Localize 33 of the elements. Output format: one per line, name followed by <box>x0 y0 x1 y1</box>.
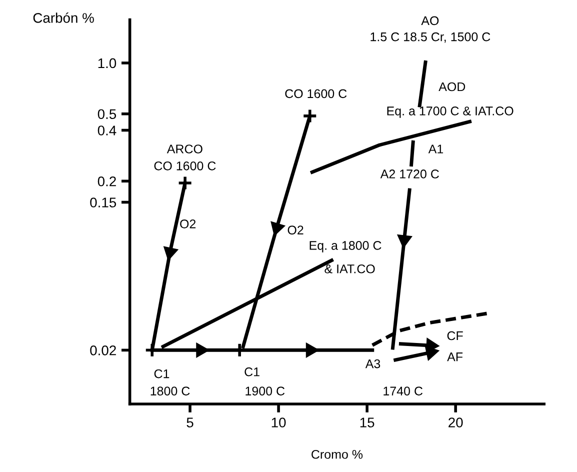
annotation: C1 <box>244 367 260 376</box>
annotation: 1900 C <box>246 386 285 396</box>
y-tick-label: 1.0 <box>98 58 116 68</box>
annotation: A2 1720 C <box>380 170 439 178</box>
annotation: AF <box>447 352 463 362</box>
annotation: 1.5 C 18.5 Cr, 1500 C <box>370 32 490 43</box>
y-tick-label: 0.4 <box>98 126 116 136</box>
annotation: Eq. a 1800 C <box>310 241 382 252</box>
annotation: Eq. a 1700 C & IAT.CO <box>387 106 514 118</box>
annotation: AOD <box>438 82 466 92</box>
annotation: CO 1600 C <box>154 161 216 170</box>
annotation: AO <box>421 16 439 26</box>
x-tick-label: 20 <box>448 418 463 428</box>
x-tick-label: 5 <box>186 418 194 428</box>
annotation: CO 1600 C <box>285 89 347 98</box>
annotation: & IAT.CO <box>324 264 375 274</box>
y-tick-label: 0.02 <box>90 345 116 356</box>
annotation: 1740 C <box>384 386 423 396</box>
annotation: CF <box>447 331 463 340</box>
annotation: O2 <box>180 219 196 228</box>
y-axis-title: Carbón % <box>33 12 94 23</box>
annotation: 1800 C <box>150 386 190 396</box>
annotation: A3 <box>365 359 380 368</box>
annotation: C1 <box>154 369 170 378</box>
y-tick-label: 0.2 <box>98 176 116 186</box>
annotation: A1 <box>428 144 444 154</box>
y-tick-label: 0.5 <box>98 109 116 120</box>
x-tick-label: 10 <box>272 418 286 428</box>
x-axis-title: Cromo % <box>312 450 363 459</box>
x-tick-label: 15 <box>360 418 374 428</box>
y-tick-label: 0.15 <box>90 198 116 208</box>
annotation: O2 <box>288 226 304 234</box>
annotation: ARCO <box>166 144 202 154</box>
